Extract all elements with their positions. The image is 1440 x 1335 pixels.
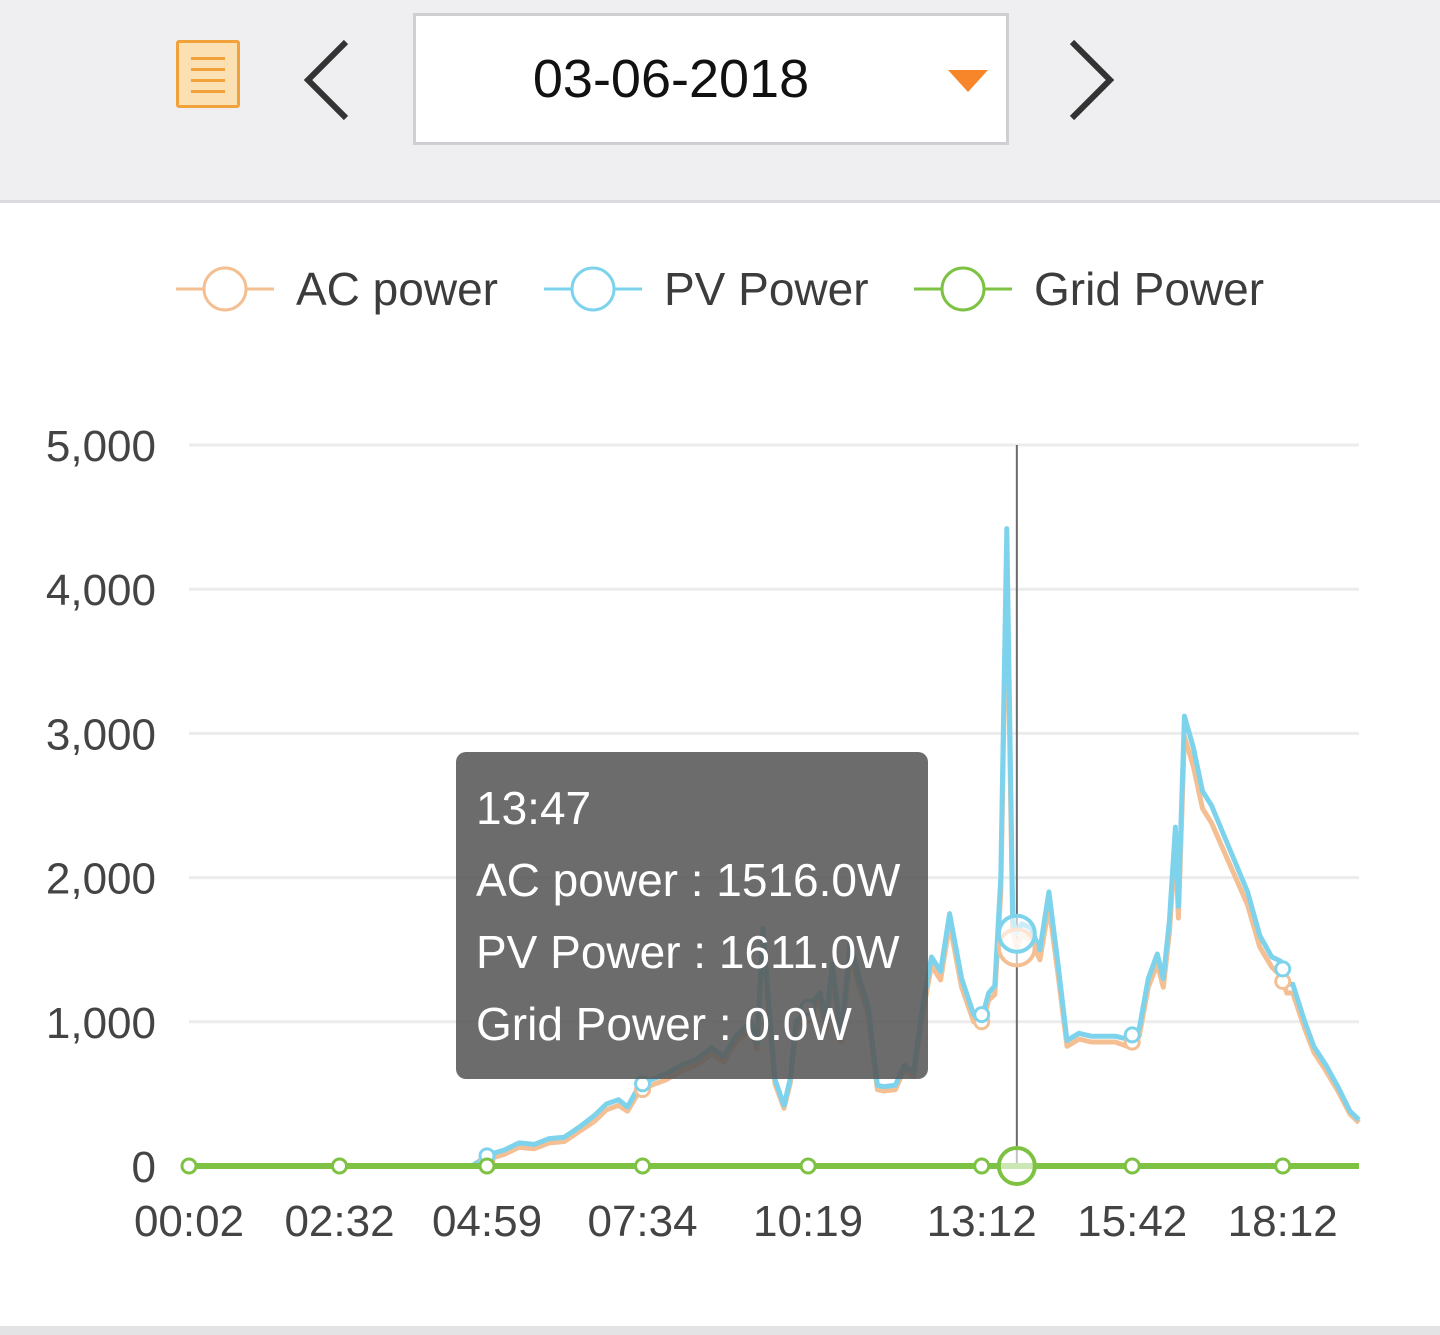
grid-power-point: [799, 1157, 817, 1175]
chart-tooltip: 13:47 AC power : 1516.0W PV Power : 1611…: [456, 752, 928, 1079]
y-tick-label: 0: [132, 1143, 156, 1192]
x-tick-label: 04:59: [432, 1197, 542, 1246]
pv-power-highlight-point: [996, 913, 1037, 954]
date-select[interactable]: 03-06-2018: [413, 13, 1009, 145]
legend-item-grid-power[interactable]: Grid Power: [912, 250, 1282, 330]
tooltip-grid-power: Grid Power : 0.0W: [476, 998, 852, 1050]
chart-legend: AC power PV Power Grid Power: [0, 250, 1440, 330]
x-tick-label: 00:02: [134, 1197, 244, 1246]
legend-item-ac-power[interactable]: AC power: [174, 250, 504, 330]
grid-power-legend-marker: [914, 266, 1012, 312]
legend-item-pv-power[interactable]: PV Power: [542, 250, 872, 330]
grid-power-point: [973, 1157, 991, 1175]
x-tick-label: 13:12: [927, 1197, 1037, 1246]
grid-power-point: [180, 1157, 198, 1175]
legend-label: AC power: [296, 263, 498, 315]
tooltip-ac-power: AC power : 1516.0W: [476, 854, 901, 906]
y-tick-label: 1,000: [46, 999, 156, 1048]
y-tick-label: 3,000: [46, 710, 156, 759]
toolbar: 03-06-2018: [0, 0, 1440, 203]
previous-day-button[interactable]: [296, 38, 356, 122]
y-tick-label: 5,000: [46, 422, 156, 471]
grid-power-point: [634, 1157, 652, 1175]
chevron-right-icon: [1069, 39, 1115, 121]
legend-label: Grid Power: [1034, 263, 1265, 315]
grid-power-point: [478, 1157, 496, 1175]
grid-power-point: [1274, 1157, 1292, 1175]
tooltip-time: 13:47: [476, 782, 592, 834]
grid-power-point: [1123, 1157, 1141, 1175]
pv-power-point: [1123, 1026, 1141, 1044]
chevron-left-icon: [303, 39, 349, 121]
bottom-divider: [0, 1326, 1440, 1335]
y-tick-label: 2,000: [46, 855, 156, 904]
caret-down-icon: [948, 70, 988, 92]
x-tick-label: 02:32: [284, 1197, 394, 1246]
x-tick-label: 10:19: [753, 1197, 863, 1246]
x-tick-label: 15:42: [1077, 1197, 1187, 1246]
next-day-button[interactable]: [1062, 38, 1122, 122]
pv-power-point: [1274, 960, 1292, 978]
tooltip-pv-power: PV Power : 1611.0W: [476, 926, 900, 978]
pv-power-legend-marker: [544, 266, 642, 312]
grid-power-point: [331, 1157, 349, 1175]
ac-power-legend-marker: [176, 266, 274, 312]
date-text: 03-06-2018: [532, 49, 810, 109]
legend-label: PV Power: [664, 263, 869, 315]
power-line-chart[interactable]: 0 1,000 2,000 3,000 4,000 5,000 00:02 02:32 04:5…: [0, 380, 1440, 1280]
x-tick-label: 07:34: [587, 1197, 697, 1246]
pv-power-point: [973, 1006, 991, 1024]
menu-button[interactable]: [176, 40, 240, 108]
y-tick-label: 4,000: [46, 566, 156, 615]
x-tick-label: 18:12: [1228, 1197, 1338, 1246]
grid-power-highlight-point: [996, 1146, 1037, 1186]
